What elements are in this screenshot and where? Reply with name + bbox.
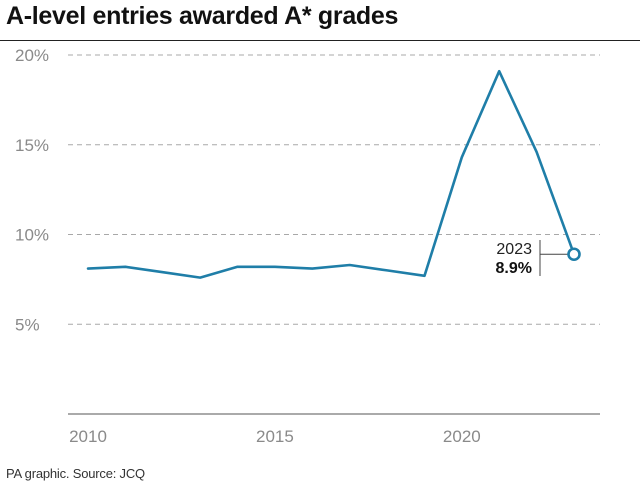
chart-title: A-level entries awarded A* grades: [6, 2, 399, 30]
line-chart: 5% 10% 15% 20% 2010 2015 2020 2023 8.9%: [15, 46, 600, 446]
y-tick-label: 20%: [15, 46, 49, 65]
x-tick-label: 2015: [256, 427, 294, 446]
latest-point-marker: [567, 247, 581, 262]
x-tick-label: 2020: [443, 427, 481, 446]
y-tick-labels: 5% 10% 15% 20%: [15, 46, 49, 334]
y-tick-label: 5%: [15, 315, 40, 334]
x-tick-labels: 2010 2015 2020: [69, 427, 481, 446]
gridlines: [68, 54, 600, 325]
y-tick-label: 10%: [15, 226, 49, 245]
annotation-value: 8.9%: [496, 260, 532, 277]
title-divider: [0, 40, 640, 41]
source-footer: PA graphic. Source: JCQ: [6, 466, 145, 481]
series-line: [86, 69, 576, 279]
latest-value-annotation: 2023 8.9%: [496, 240, 581, 277]
y-tick-label: 15%: [15, 136, 49, 155]
annotation-year: 2023: [496, 241, 532, 258]
x-tick-label: 2010: [69, 427, 107, 446]
